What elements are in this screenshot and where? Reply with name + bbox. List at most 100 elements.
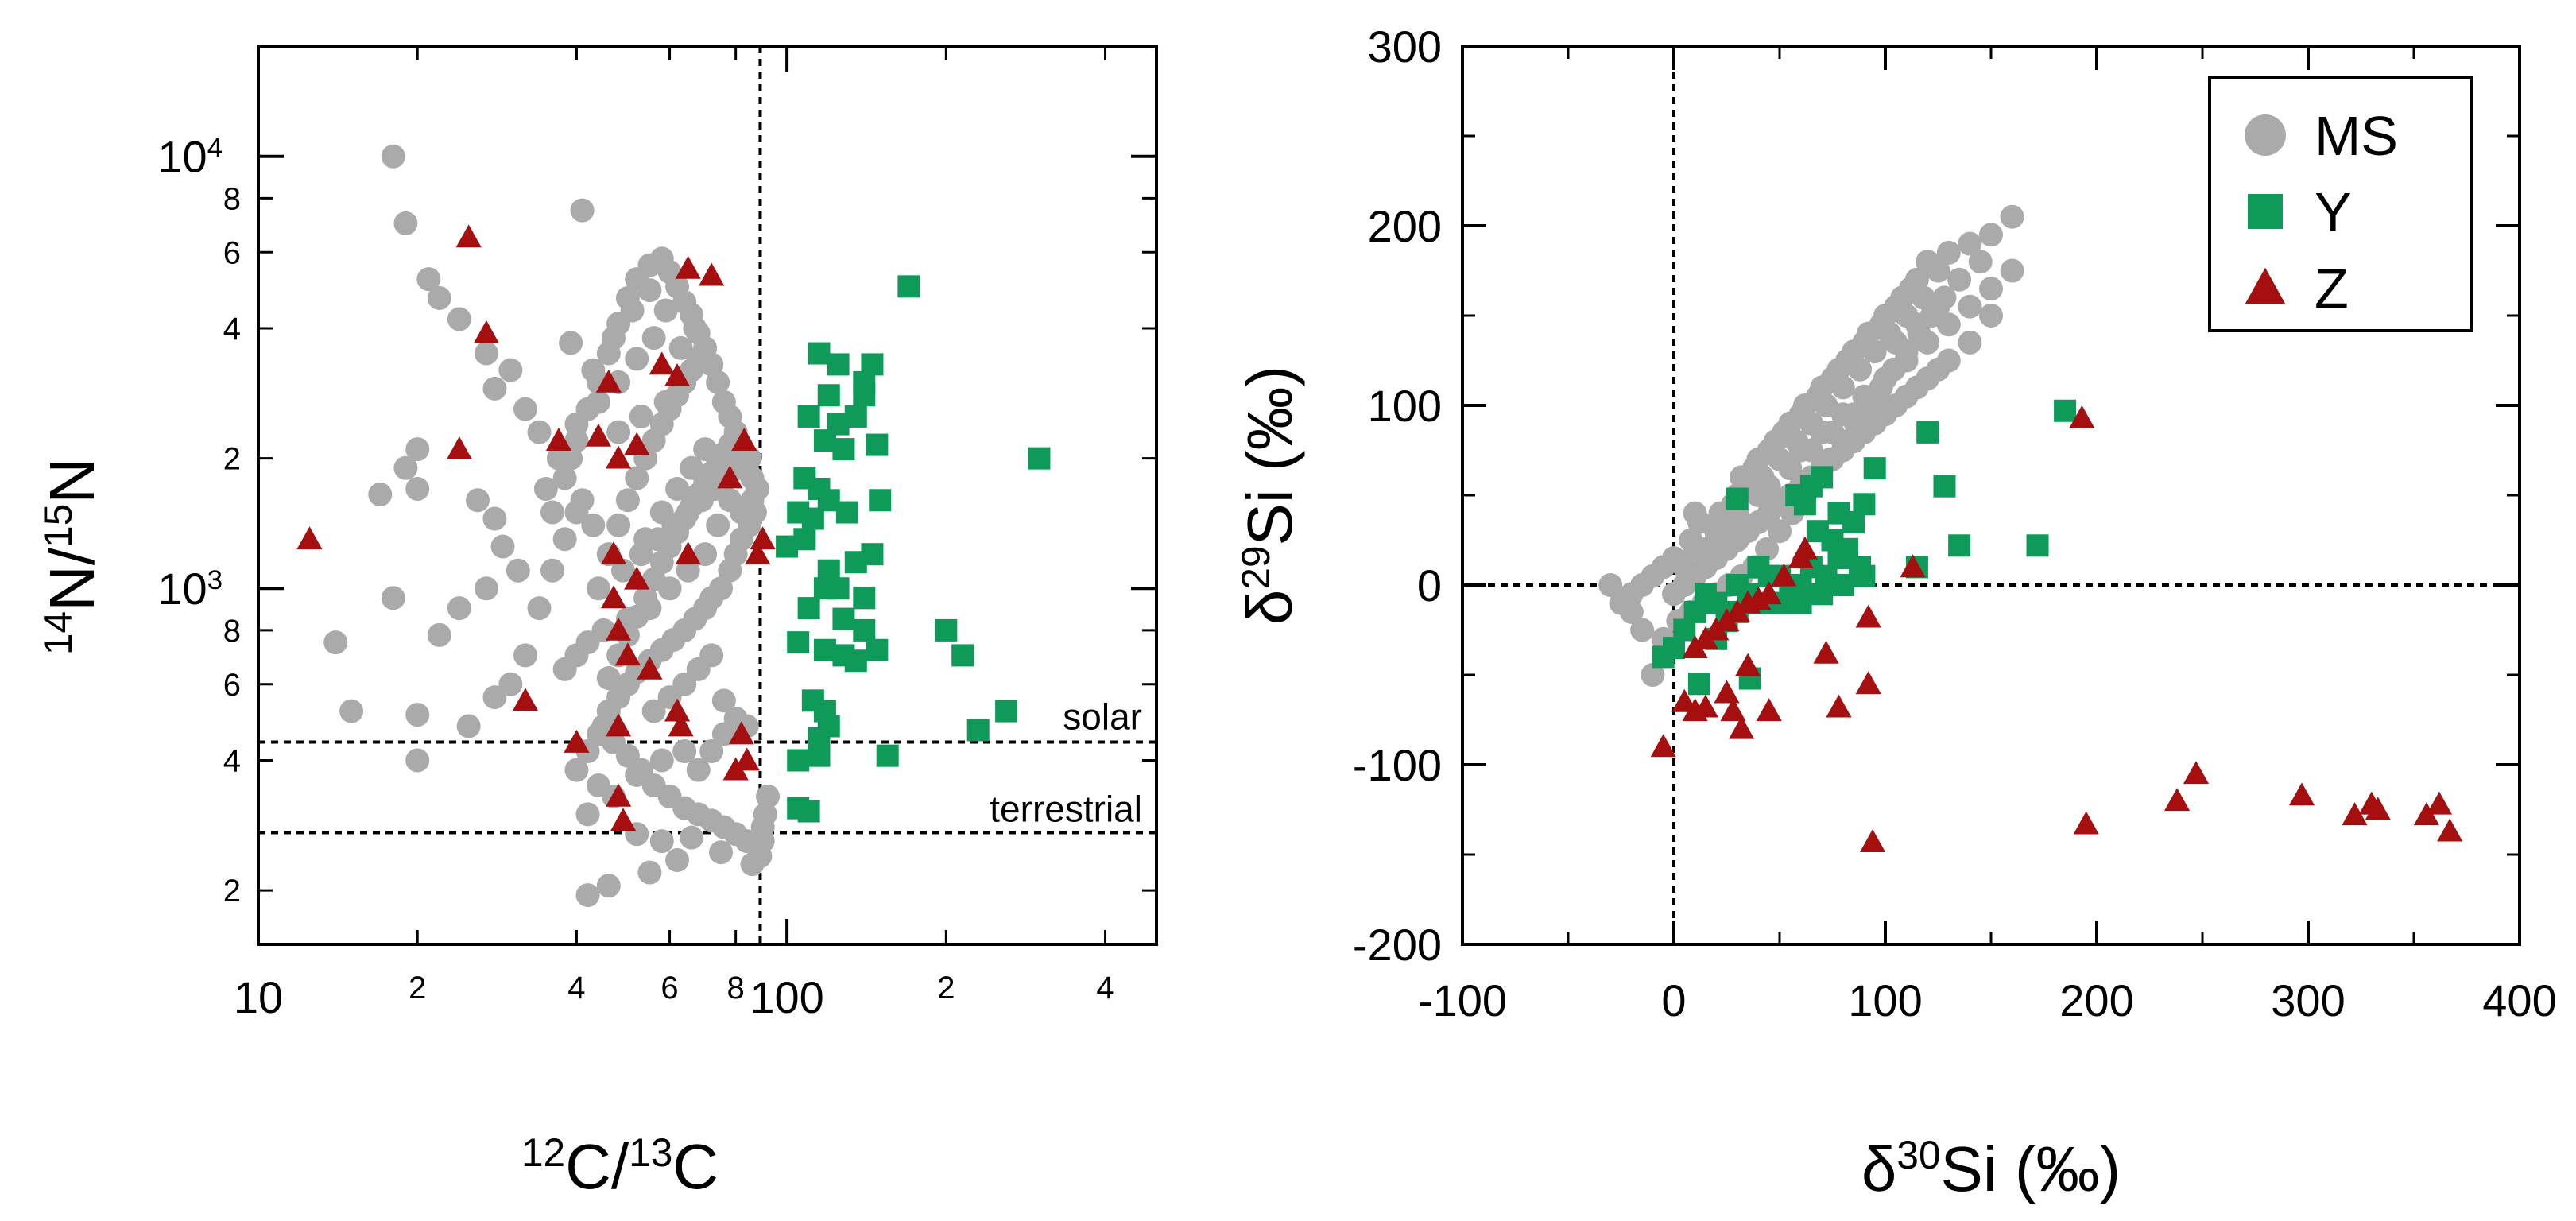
right-point-ms [1609, 591, 1633, 615]
left-point-ms [641, 326, 666, 351]
right-point-ms [1958, 294, 1982, 319]
left-point-ms [570, 488, 595, 513]
left-point-ms [564, 758, 589, 782]
left-point-ms [653, 390, 678, 414]
left-point-z [605, 445, 632, 469]
left-x-axis-title-text: 12C/13C [521, 1130, 719, 1202]
right-point-ms [1979, 277, 2003, 301]
right-point-ms [1904, 267, 1929, 292]
right-point-y [1948, 534, 1971, 557]
left-point-ms [649, 748, 674, 773]
right-point-z [1682, 635, 1708, 658]
left-point-ms [629, 542, 653, 567]
left-point-ms [657, 576, 682, 601]
left-point-y [966, 719, 990, 742]
right-point-y [1863, 457, 1886, 480]
right-point-ms [1683, 537, 1707, 561]
right-y-tick-label: 200 [1368, 201, 1442, 251]
left-x-minor-tick-label: 8 [727, 971, 745, 1006]
left-point-z [600, 541, 627, 565]
left-point-z [446, 436, 472, 459]
right-point-z [2365, 797, 2391, 820]
left-point-ms [405, 476, 430, 501]
right-y-axis-title: δ29Si (‰) [1234, 366, 1305, 625]
right-point-z [1735, 653, 1761, 676]
right-x-tick-label: 0 [1661, 975, 1686, 1025]
right-y-axis-title-text: δ29Si (‰) [1234, 366, 1305, 625]
right-point-ms [1916, 330, 1940, 355]
right-point-z [1771, 563, 1797, 587]
right-point-z [2183, 761, 2210, 785]
left-point-ms [581, 513, 606, 537]
left-point-ms [570, 198, 595, 223]
left-point-y [897, 275, 920, 298]
left-point-ms [756, 784, 781, 808]
left-point-y [808, 744, 831, 767]
left-point-ms [693, 437, 718, 462]
right-point-ms [1848, 357, 1873, 382]
right-point-y [2026, 534, 2049, 557]
left-point-ms [540, 500, 565, 525]
right-point-y [1849, 556, 1872, 579]
left-point-y [808, 342, 831, 365]
right-point-ms [1598, 573, 1623, 597]
left-point-y [827, 577, 850, 600]
left-point-y [817, 384, 840, 407]
right-y-tick-label: 0 [1417, 560, 1442, 610]
left-point-ms [416, 267, 441, 292]
left-point-y [876, 744, 899, 767]
right-point-z [2069, 405, 2095, 428]
right-point-z [1650, 734, 1676, 758]
right-point-z [1720, 698, 1746, 722]
left-point-ms [718, 558, 742, 583]
left-point-ms [738, 446, 762, 471]
right-point-y [1811, 583, 1834, 606]
left-point-z [614, 642, 641, 666]
legend-marker-z [2245, 267, 2286, 304]
left-point-ms [637, 596, 662, 621]
left-point-ms [575, 883, 600, 908]
left-point-z [473, 320, 500, 343]
left-point-z [745, 541, 771, 565]
left-point-y [787, 631, 810, 654]
left-point-ms [615, 488, 640, 513]
left-point-ms [533, 476, 558, 501]
solar-line-label: solar [1063, 696, 1142, 737]
right-point-ms [1936, 348, 1961, 373]
left-point-z [296, 526, 323, 550]
left-point-ms [611, 558, 636, 583]
left-point-ms [506, 558, 530, 583]
left-point-ms [323, 630, 348, 655]
left-point-y [1028, 447, 1051, 470]
left-y-minor-tick-label: 2 [223, 874, 241, 909]
left-point-ms [706, 370, 730, 394]
right-data-points [1598, 204, 2463, 853]
right-point-ms [1641, 663, 1665, 687]
left-point-z [585, 423, 612, 447]
left-point-ms [620, 298, 645, 323]
left-point-z [675, 541, 701, 565]
right-point-z [1813, 640, 1839, 664]
right-point-y [1726, 574, 1749, 596]
left-point-ms [466, 488, 490, 513]
left-point-ms [672, 738, 697, 763]
right-point-z [1855, 671, 1881, 695]
left-point-z [564, 729, 590, 753]
left-point-y [797, 800, 820, 823]
right-point-ms [1926, 258, 1950, 283]
right-point-ms [1926, 294, 1950, 319]
left-point-y [853, 384, 876, 407]
left-point-z [649, 351, 675, 375]
left-point-z [455, 224, 482, 248]
left-point-ms [711, 722, 736, 746]
left-point-y [935, 618, 958, 642]
left-point-ms [381, 144, 405, 169]
right-x-tick-label: 400 [2482, 975, 2556, 1025]
right-point-ms [1842, 402, 1866, 427]
left-y-axis-title-text: 14N/15N [36, 458, 107, 655]
left-reference-labels: solar terrestrial [990, 696, 1142, 829]
right-point-z [2073, 811, 2099, 835]
left-point-y [797, 405, 820, 428]
left-point-y [866, 638, 889, 661]
